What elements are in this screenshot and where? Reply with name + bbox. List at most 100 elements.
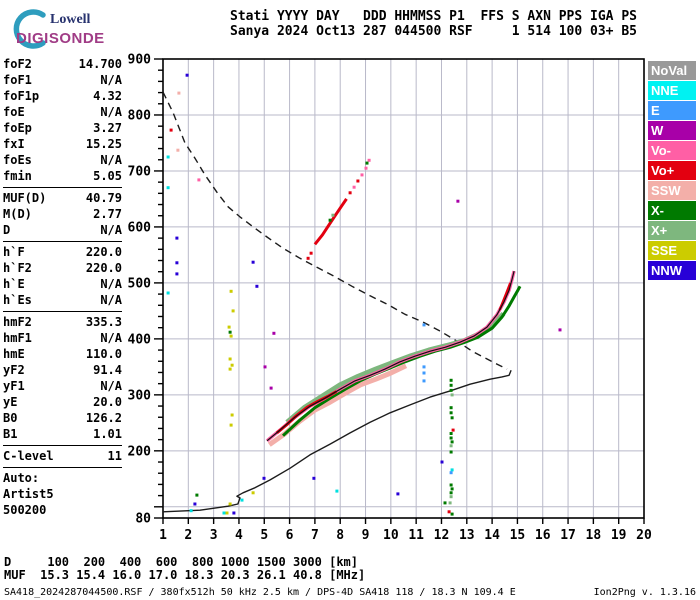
parameter-value: 11 [107,449,122,463]
parameter-label: fxI [3,137,25,151]
echo-dot [262,476,266,480]
echo-dot [166,291,170,295]
legend-item-Vo-: Vo- [648,141,696,160]
parameter-value: 4.32 [93,89,122,103]
echo-dot [251,491,255,495]
echo-dot [231,309,235,313]
y-axis-label: 400 [128,332,152,347]
parameter-value: N/A [100,105,122,119]
echo-dot [440,460,444,464]
series-transmission-curve-dashed [162,91,508,370]
x-axis-label: 3 [210,528,218,543]
parameter-row-h`Es: h`Es N/A [3,292,122,308]
parameter-label: foF2 [3,57,32,71]
series-second-hop-trace [313,198,348,246]
echo-dot [240,498,244,502]
x-axis-label: 19 [611,528,627,543]
echo-dot [360,173,364,177]
parameter-row-hmF2: hmF2 335.3 [3,314,122,330]
echo-dot [166,155,170,159]
y-axis-label: 800 [128,108,152,123]
parameter-row-foF1p: foF1p 4.32 [3,88,122,104]
legend-item-W: W [648,121,696,140]
echo-dot [348,191,352,195]
echo-dot [422,371,426,375]
x-axis-label: 11 [408,528,424,543]
autoscaling-info-line: Auto: [3,471,40,485]
echo-dot [449,436,453,440]
legend-item-Vo+: Vo+ [648,161,696,180]
series-second-hop-dots [306,158,371,260]
parameter-value: 3.27 [93,121,122,135]
parameter-value: 220.0 [85,261,122,275]
logo-arc-icon [13,9,46,49]
y-axis-label: 300 [128,388,152,403]
series-interference-column-12mhz [447,378,455,516]
parameter-row-foF1: foF1 N/A [3,72,122,88]
echo-dot [449,406,453,410]
d-row: D 100 200 400 600 800 1000 1500 3000 [km… [4,555,359,569]
echo-dot [447,510,451,514]
x-axis-label: 18 [586,528,602,543]
parameter-row-h`F: h`F 220.0 [3,244,122,260]
echo-dot [422,323,426,327]
header-line-2: Sanya 2024 Oct13 287 044500 RSF 1 514 10… [230,24,637,39]
parameter-value: 335.3 [85,315,122,329]
parameter-value: 1.01 [93,427,122,441]
parameter-value: N/A [100,153,122,167]
echo-dot [272,331,276,335]
parameter-row-hmF1: hmF1 N/A [3,330,122,346]
echo-dot [227,325,231,329]
echo-dot [450,393,454,397]
x-axis-label: 14 [484,528,500,543]
digisonde-logo: Lowell DIGISONDE [6,4,124,50]
parameter-value: 20.0 [93,395,122,409]
panel-separator [3,187,122,188]
echo-dot [306,256,310,260]
parameter-label: M(D) [3,207,32,221]
parameter-row-M(D): M(D) 2.77 [3,206,122,222]
legend-item-NoVal: NoVal [648,61,696,80]
echo-dot [195,493,199,497]
echo-dot [450,440,454,444]
panel-separator [3,445,122,446]
series-artist-fit-line [266,270,515,442]
echo-dot [456,199,460,203]
echo-dot [335,489,339,493]
echo-dot [228,367,232,371]
parameter-row-yF1: yF1 N/A [3,378,122,394]
x-axis-label: 13 [459,528,475,543]
echo-dot [331,213,335,217]
echo-dot [309,251,313,255]
parameter-label: hmE [3,347,25,361]
parameter-label: hmF2 [3,315,32,329]
echo-dot [450,468,454,472]
echo-dot [229,289,233,293]
parameter-row-yE: yE 20.0 [3,394,122,410]
parameter-row-C-level: C-level 11 [3,448,122,464]
parameter-label: D [3,223,11,237]
parameter-value: N/A [100,331,122,345]
echo-dot [352,185,356,189]
echo-dot [197,178,201,182]
echo-dot [449,432,453,435]
echo-dot [449,444,453,448]
y-axis-label: 600 [128,220,152,235]
panel-separator [3,467,122,468]
panel-separator [3,311,122,312]
echo-dot [422,379,426,383]
footer-version: Ion2Png v. 1.3.16 [593,587,696,598]
echo-dot [449,471,453,475]
parameter-label: h`Es [3,293,32,307]
echo-dot [328,218,332,222]
x-axis-label: 10 [383,528,399,543]
echo-dot [449,491,453,495]
echo-dot [229,334,233,338]
autoscaling-info-line: Artist5 [3,487,54,501]
parameter-value: N/A [100,73,122,87]
parameter-label: foF1p [3,89,40,103]
logo-text-lowell: Lowell [50,12,91,27]
parameter-row-fmin: fmin 5.05 [3,168,122,184]
parameter-panel: foF2 14.700 foF1 N/A foF1p 4.32 foE N/A foEp 3.27… [3,56,122,518]
